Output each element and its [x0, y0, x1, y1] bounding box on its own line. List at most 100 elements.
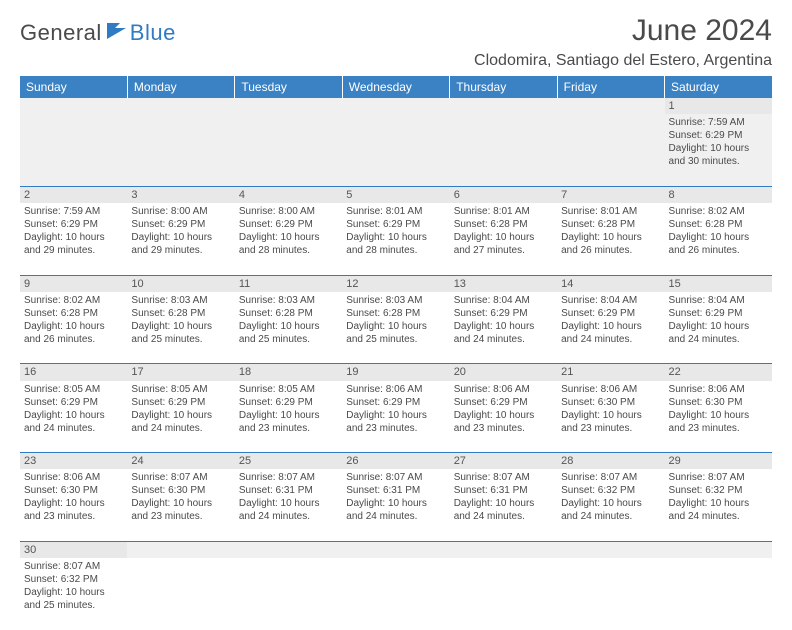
weekday-header: Wednesday: [342, 76, 449, 98]
day-number-cell: 9: [20, 275, 127, 292]
daylight-line: Daylight: 10 hours and 27 minutes.: [454, 231, 553, 257]
sunrise-line: Sunrise: 8:00 AM: [239, 205, 338, 218]
day-number-cell: 8: [665, 186, 772, 203]
weekday-header-row: SundayMondayTuesdayWednesdayThursdayFrid…: [20, 76, 772, 98]
day-number-cell: 13: [450, 275, 557, 292]
day-cell: Sunrise: 8:02 AMSunset: 6:28 PMDaylight:…: [665, 203, 772, 275]
day-number-cell: 26: [342, 453, 449, 470]
daylight-line: Daylight: 10 hours and 24 minutes.: [454, 497, 553, 523]
day-cell: Sunrise: 8:07 AMSunset: 6:31 PMDaylight:…: [235, 469, 342, 541]
sunrise-line: Sunrise: 8:00 AM: [131, 205, 230, 218]
sunrise-line: Sunrise: 8:05 AM: [24, 383, 123, 396]
day-cell: Sunrise: 8:05 AMSunset: 6:29 PMDaylight:…: [20, 381, 127, 453]
daynum-row: 23242526272829: [20, 453, 772, 470]
sunset-line: Sunset: 6:30 PM: [24, 484, 123, 497]
day-number-cell: 28: [557, 453, 664, 470]
daylight-line: Daylight: 10 hours and 26 minutes.: [669, 231, 768, 257]
sunrise-line: Sunrise: 8:03 AM: [239, 294, 338, 307]
day-cell: [665, 558, 772, 630]
sunset-line: Sunset: 6:28 PM: [346, 307, 445, 320]
daylight-line: Daylight: 10 hours and 24 minutes.: [454, 320, 553, 346]
day-number-cell: [557, 98, 664, 114]
day-number-cell: 19: [342, 364, 449, 381]
day-number-cell: 20: [450, 364, 557, 381]
sunset-line: Sunset: 6:28 PM: [454, 218, 553, 231]
daylight-line: Daylight: 10 hours and 25 minutes.: [239, 320, 338, 346]
daylight-line: Daylight: 10 hours and 25 minutes.: [346, 320, 445, 346]
calendar-table: SundayMondayTuesdayWednesdayThursdayFrid…: [20, 76, 772, 630]
daylight-line: Daylight: 10 hours and 29 minutes.: [24, 231, 123, 257]
day-cell: Sunrise: 8:03 AMSunset: 6:28 PMDaylight:…: [127, 292, 234, 364]
day-number-cell: 24: [127, 453, 234, 470]
daylight-line: Daylight: 10 hours and 23 minutes.: [239, 409, 338, 435]
sunrise-line: Sunrise: 8:06 AM: [346, 383, 445, 396]
sunset-line: Sunset: 6:29 PM: [131, 396, 230, 409]
daylight-line: Daylight: 10 hours and 24 minutes.: [346, 497, 445, 523]
day-cell: Sunrise: 8:07 AMSunset: 6:32 PMDaylight:…: [557, 469, 664, 541]
day-number-cell: 23: [20, 453, 127, 470]
sunrise-line: Sunrise: 8:03 AM: [131, 294, 230, 307]
daylight-line: Daylight: 10 hours and 23 minutes.: [454, 409, 553, 435]
sunset-line: Sunset: 6:29 PM: [239, 218, 338, 231]
day-cell: [450, 558, 557, 630]
day-cell: Sunrise: 8:05 AMSunset: 6:29 PMDaylight:…: [127, 381, 234, 453]
sunrise-line: Sunrise: 7:59 AM: [24, 205, 123, 218]
day-number-cell: 16: [20, 364, 127, 381]
daylight-line: Daylight: 10 hours and 24 minutes.: [131, 409, 230, 435]
day-number-cell: 6: [450, 186, 557, 203]
sunset-line: Sunset: 6:28 PM: [131, 307, 230, 320]
sunset-line: Sunset: 6:31 PM: [346, 484, 445, 497]
sunset-line: Sunset: 6:31 PM: [454, 484, 553, 497]
day-number-cell: [450, 541, 557, 558]
sunset-line: Sunset: 6:28 PM: [669, 218, 768, 231]
weekday-header: Friday: [557, 76, 664, 98]
sunset-line: Sunset: 6:29 PM: [24, 218, 123, 231]
day-cell: Sunrise: 8:06 AMSunset: 6:29 PMDaylight:…: [342, 381, 449, 453]
sunset-line: Sunset: 6:29 PM: [346, 218, 445, 231]
day-cell: Sunrise: 8:07 AMSunset: 6:32 PMDaylight:…: [665, 469, 772, 541]
daylight-line: Daylight: 10 hours and 23 minutes.: [24, 497, 123, 523]
daynum-row: 1: [20, 98, 772, 114]
day-cell: Sunrise: 8:04 AMSunset: 6:29 PMDaylight:…: [450, 292, 557, 364]
sunrise-line: Sunrise: 8:05 AM: [239, 383, 338, 396]
daylight-line: Daylight: 10 hours and 26 minutes.: [24, 320, 123, 346]
day-number-cell: [127, 541, 234, 558]
daylight-line: Daylight: 10 hours and 25 minutes.: [24, 586, 123, 612]
month-title: June 2024: [474, 14, 772, 48]
day-number-cell: 5: [342, 186, 449, 203]
logo-text-general: General: [20, 20, 102, 46]
daynum-row: 30: [20, 541, 772, 558]
day-cell: Sunrise: 8:00 AMSunset: 6:29 PMDaylight:…: [235, 203, 342, 275]
daylight-line: Daylight: 10 hours and 23 minutes.: [346, 409, 445, 435]
day-number-cell: 7: [557, 186, 664, 203]
sunrise-line: Sunrise: 8:06 AM: [669, 383, 768, 396]
sunset-line: Sunset: 6:29 PM: [239, 396, 338, 409]
day-cell: [557, 558, 664, 630]
sunrise-line: Sunrise: 8:07 AM: [131, 471, 230, 484]
day-number-cell: [20, 98, 127, 114]
weekday-header: Tuesday: [235, 76, 342, 98]
week-row: Sunrise: 7:59 AMSunset: 6:29 PMDaylight:…: [20, 203, 772, 275]
sunset-line: Sunset: 6:29 PM: [131, 218, 230, 231]
day-cell: Sunrise: 8:06 AMSunset: 6:29 PMDaylight:…: [450, 381, 557, 453]
day-cell: [127, 558, 234, 630]
sunrise-line: Sunrise: 8:07 AM: [346, 471, 445, 484]
sunset-line: Sunset: 6:29 PM: [24, 396, 123, 409]
title-block: June 2024 Clodomira, Santiago del Estero…: [474, 14, 772, 70]
day-cell: Sunrise: 8:06 AMSunset: 6:30 PMDaylight:…: [665, 381, 772, 453]
day-cell: Sunrise: 8:01 AMSunset: 6:28 PMDaylight:…: [450, 203, 557, 275]
sunrise-line: Sunrise: 8:05 AM: [131, 383, 230, 396]
day-number-cell: 17: [127, 364, 234, 381]
day-cell: Sunrise: 8:07 AMSunset: 6:32 PMDaylight:…: [20, 558, 127, 630]
day-number-cell: [342, 98, 449, 114]
day-cell: Sunrise: 8:00 AMSunset: 6:29 PMDaylight:…: [127, 203, 234, 275]
day-cell: Sunrise: 8:07 AMSunset: 6:31 PMDaylight:…: [342, 469, 449, 541]
day-cell: Sunrise: 8:01 AMSunset: 6:29 PMDaylight:…: [342, 203, 449, 275]
weekday-header: Sunday: [20, 76, 127, 98]
sunset-line: Sunset: 6:32 PM: [561, 484, 660, 497]
sunset-line: Sunset: 6:30 PM: [561, 396, 660, 409]
daylight-line: Daylight: 10 hours and 24 minutes.: [561, 497, 660, 523]
day-cell: [557, 114, 664, 186]
sunrise-line: Sunrise: 8:02 AM: [669, 205, 768, 218]
week-row: Sunrise: 8:06 AMSunset: 6:30 PMDaylight:…: [20, 469, 772, 541]
